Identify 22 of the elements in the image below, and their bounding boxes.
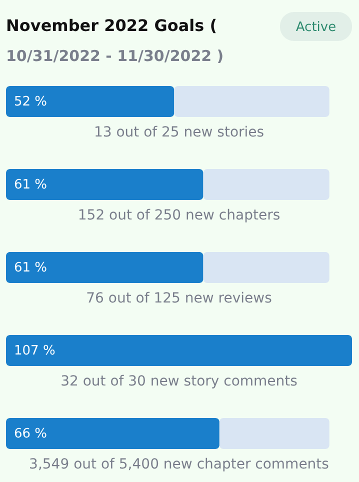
y-tick-label: 13 out of 25 new stories xyxy=(94,124,264,140)
chart-title: November 2022 Goals ( xyxy=(6,16,218,35)
chart-subtitle: 10/31/2022 - 11/30/2022 ) xyxy=(6,47,224,65)
bar xyxy=(203,252,330,283)
y-tick-label: 152 out of 250 new chapters xyxy=(78,208,280,224)
data-label: 66 % xyxy=(14,426,48,442)
y-tick-label: 3,549 out of 5,400 new chapter comments xyxy=(29,456,329,472)
bar xyxy=(174,86,330,117)
data-label: 52 % xyxy=(14,94,48,110)
bar xyxy=(219,418,330,449)
text: Active xyxy=(296,20,336,35)
bar xyxy=(6,418,220,449)
bar xyxy=(6,169,204,200)
y-tick-label: 76 out of 125 new reviews xyxy=(86,290,272,306)
bar xyxy=(6,335,352,366)
bar xyxy=(6,86,174,117)
bar xyxy=(6,252,204,283)
data-label: 61 % xyxy=(14,178,48,192)
data-label: 61 % xyxy=(14,260,48,276)
data-label: 107 % xyxy=(14,344,56,358)
y-tick-label: 32 out of 30 new story comments xyxy=(60,374,298,390)
bar xyxy=(203,169,330,200)
